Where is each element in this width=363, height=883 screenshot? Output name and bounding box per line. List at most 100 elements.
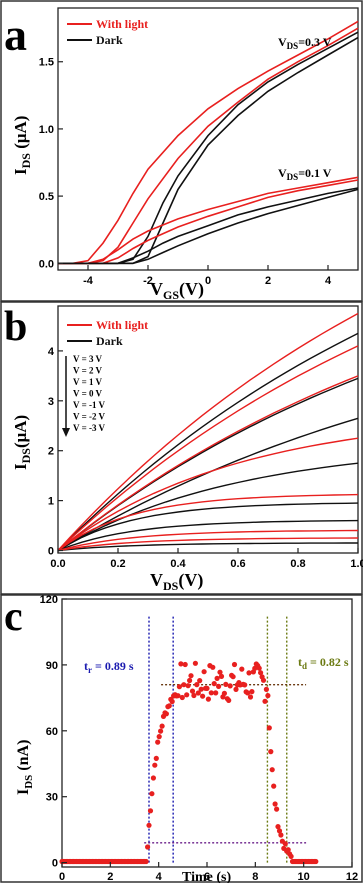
panel-b-ytick-label: 1 [48,496,54,508]
panel-b-ticks: 0.0 0.2 0.4 0.6 0.8 1.0 0 1 2 3 4 [48,346,363,570]
panel-b-gate-voltage-label: V = -2 V [73,412,106,422]
panel-b-plot-area [57,305,359,554]
panel-b-dark-curve-3 [57,462,359,552]
panel-b-ylabel: IDS(μA) [11,415,33,470]
panel-c-data-point [242,682,248,688]
panel-b-xtick-label: 0.8 [290,558,305,570]
panel-b-xtick-label: 1.0 [350,558,363,570]
panel-c-xtick-label: 8 [252,871,258,883]
panel-a-series-line-1 [58,27,359,265]
panel-c-ytick-label: 0 [52,858,58,870]
panel-a-ytick-label: 1.0 [39,124,54,136]
panel-c-xtick-label: 10 [298,871,310,883]
panel-c-xtick-label: 4 [156,871,163,883]
panel-letter-a: a [4,9,27,60]
panel-c-data-point [145,844,151,850]
panel-c-data-point [223,681,229,688]
panel-c-data-point [200,693,206,699]
panel-letter-b: b [4,304,27,350]
panel-c-data-point [211,681,217,687]
panel-c-data-point [245,690,251,696]
panel-c-data-point [155,739,161,745]
panel-c-data-point [152,762,158,768]
panel-b-dark-curve-4 [57,502,359,552]
panel-c-data-point [192,660,198,666]
panel-c-ytick-label: 120 [40,594,58,606]
panel-a-annotation-0.3v: VDS=0.3 V [278,35,332,51]
panel-c-data-point [226,697,232,704]
panel-b-light-curve-4 [57,493,359,552]
panel-c-data-point [227,683,233,689]
panel-b-frame [0,301,363,595]
panel-c-data-point [185,683,191,689]
panel-c-data-point [146,822,152,828]
panel-b-gate-voltage-list: V = 3 V V = 2 VV = 1 V V = 0 VV = -1 V V = … [73,354,106,433]
panel-b-gate-voltage-label: V = -3 V [73,423,106,433]
panel-c-data-point [182,661,188,668]
panel-a-xtick-label: -2 [143,275,153,287]
panel-c-data-point [231,661,238,668]
panel-c-data-point [246,670,252,676]
panel-c-data-point [205,696,211,702]
panel-c-data-point [288,853,294,860]
panel-c-data-point [179,694,185,701]
panel-a-series-line-4 [58,176,359,265]
panel-b-legend-light: With light [96,318,148,332]
panel-c-data-point [187,677,193,684]
panel-c-data-point [147,808,154,814]
panel-a-series-line-7 [58,188,359,265]
panel-c-data-point [260,677,267,683]
panel-a-annotation-0.1v: VDS=0.1 V [278,166,332,182]
panel-c-data-point [213,690,219,696]
panel-c-data-point [175,693,181,699]
panel-b-xlabel: VDS(V) [150,570,203,593]
panel-a-xtick-label: -4 [83,275,94,287]
panel-b-ytick-label: 0 [48,546,54,558]
panel-c-data-point [195,690,201,696]
panel-c-data-point [166,703,172,709]
panel-c-data-point [262,698,268,704]
panel-c-data-point [275,824,281,830]
panel-b-gate-voltage-label: V = -1 V [73,400,106,410]
panel-a-series-line-0 [58,20,359,265]
panel-c-ytick-label: 60 [46,726,58,738]
panel-c-ytick-label: 90 [46,660,58,672]
panel-b-xtick-label: 0.4 [170,558,186,570]
panel-a-xtick-label: 2 [265,275,271,287]
panel-c-data-point [249,689,255,695]
panel-b-gate-voltage-label: V = 3 V [73,354,103,364]
panel-c-data-point [153,755,159,762]
panel-c-data-point [191,692,197,699]
panel-b-light-curve-6 [57,537,359,552]
panel-c-data-point [169,698,175,705]
panel-c-data-point [208,690,214,696]
panel-b-ytick-label: 4 [48,346,55,358]
panel-b-dark-curve-5 [57,519,359,552]
panel-b-light-curve-1 [57,345,359,552]
panel-c-data-point [204,685,210,692]
panel-a-xtick-label: 0 [205,275,211,287]
panel-c-data-point [194,682,200,688]
panel-c-data-point [149,791,155,797]
panel-c-data-point [256,665,262,671]
panel-c-data-point [143,858,149,865]
panel-b-dark-curve-0 [57,332,359,551]
panel-c-ylabel: IDS (nA) [15,740,35,795]
panel-c-frame [0,594,363,883]
panel-c-xtick-label: 6 [204,871,210,883]
panel-c-xtick-label: 12 [346,871,358,883]
panel-b-ytick-label: 3 [48,396,54,408]
panel-c-data-point [176,684,182,690]
panel-c-data-point [216,683,222,690]
panel-b-xtick-label: 0.0 [50,558,65,570]
panel-c-xtick-label: 2 [107,871,113,883]
panel-a-series-line-5 [58,179,359,265]
panel-b-gate-voltage-label: V = 0 V [73,389,103,399]
panel-b-dark-curve-6 [57,542,358,552]
panel-c-data-point [272,801,278,807]
panel-c-data-point [278,832,284,838]
panel-b-ytick-label: 2 [48,446,54,458]
panel-b-xtick-label: 0.6 [230,558,245,570]
panel-c-data-point [178,661,184,667]
